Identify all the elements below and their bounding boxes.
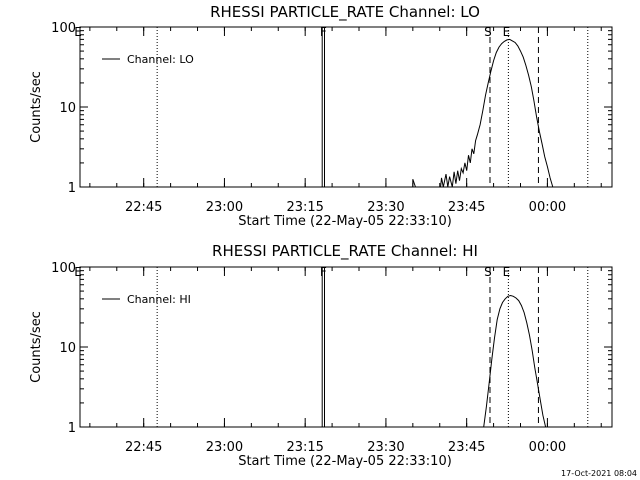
legend: Channel: HI <box>102 293 191 306</box>
marker-flag-label: S <box>484 265 492 279</box>
x-tick-label: 23:00 <box>206 200 243 215</box>
marker-flag-label: E <box>74 25 82 39</box>
y-axis-ticks: 1 10 100 <box>51 261 612 436</box>
legend-label: Channel: HI <box>127 293 191 306</box>
x-tick-label: 23:15 <box>286 200 323 215</box>
marker-flag-label: E <box>503 25 511 39</box>
x-tick-label: 00:00 <box>529 200 566 215</box>
series-line <box>321 266 547 428</box>
x-tick-label: 23:30 <box>367 440 404 455</box>
marker-flag-label: F <box>320 25 327 39</box>
x-tick-label: 22:45 <box>125 200 162 215</box>
y-axis-label: Counts/sec <box>29 311 44 383</box>
y-tick-label: 100 <box>51 21 76 36</box>
x-tick-label: 23:30 <box>367 200 404 215</box>
series-group <box>321 26 554 188</box>
chart-title: RHESSI PARTICLE_RATE Channel: HI <box>212 242 478 261</box>
x-tick-label: 23:00 <box>206 440 243 455</box>
x-axis-ticks: 22:45 23:00 23:15 23:30 23:45 00:00 <box>89 267 602 455</box>
plot-frame <box>79 266 613 428</box>
marker-flag-label: E <box>503 265 511 279</box>
y-tick-label: 1 <box>68 421 76 436</box>
timestamp-label: 17-Oct-2021 08:04 <box>561 469 637 478</box>
y-tick-label: 100 <box>51 261 76 276</box>
y-tick-label: 1 <box>68 181 76 196</box>
x-axis-label: Start Time (22-May-05 22:33:10) <box>238 214 452 229</box>
y-tick-label: 10 <box>59 341 76 356</box>
x-tick-label: 23:45 <box>448 200 485 215</box>
series-group <box>321 266 547 428</box>
x-tick-label: 23:45 <box>448 440 485 455</box>
marker-flag-label: E <box>74 265 82 279</box>
x-axis-label: Start Time (22-May-05 22:33:10) <box>238 454 452 469</box>
y-tick-label: 10 <box>59 101 76 116</box>
y-axis-ticks: 1 10 100 <box>51 21 612 196</box>
marker-flag-label: F <box>320 265 327 279</box>
marker-flag-label: S <box>484 25 492 39</box>
x-tick-label: 22:45 <box>125 440 162 455</box>
legend-label: Channel: LO <box>127 53 194 66</box>
legend: Channel: LO <box>102 53 194 66</box>
chart-title: RHESSI PARTICLE_RATE Channel: LO <box>210 3 480 22</box>
x-axis-ticks: 22:45 23:00 23:15 23:30 23:45 00:00 <box>89 27 602 215</box>
plot-frame <box>79 26 613 188</box>
y-axis-label: Counts/sec <box>29 71 44 143</box>
series-line <box>321 26 554 188</box>
x-tick-label: 00:00 <box>529 440 566 455</box>
x-tick-label: 23:15 <box>286 440 323 455</box>
